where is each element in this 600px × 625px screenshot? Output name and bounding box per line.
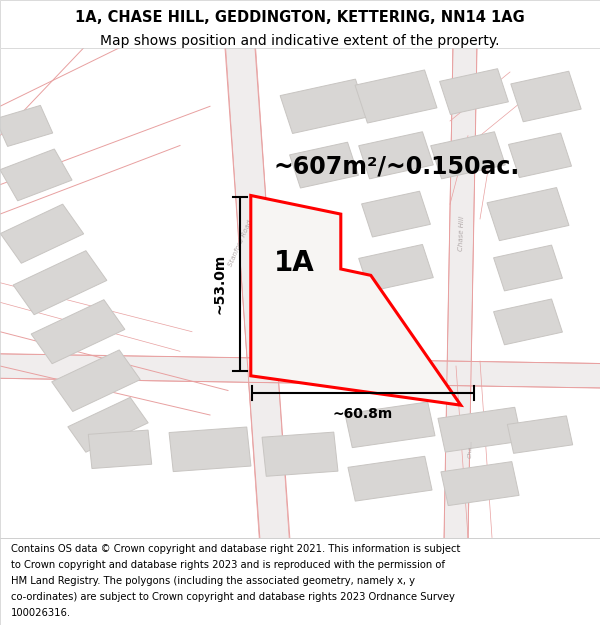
Polygon shape <box>511 71 581 122</box>
Polygon shape <box>88 430 152 469</box>
Polygon shape <box>359 244 433 291</box>
Text: Stanford Road: Stanford Road <box>227 219 253 268</box>
Text: Queen Eleanor R...: Queen Eleanor R... <box>315 367 381 375</box>
Polygon shape <box>280 79 368 134</box>
Text: 1A: 1A <box>274 249 314 277</box>
Polygon shape <box>487 188 569 241</box>
Polygon shape <box>68 398 148 452</box>
Polygon shape <box>225 38 290 548</box>
Text: ~607m²/~0.150ac.: ~607m²/~0.150ac. <box>273 154 519 178</box>
Polygon shape <box>13 251 107 315</box>
Polygon shape <box>508 416 572 453</box>
Polygon shape <box>262 432 338 476</box>
Text: Cha...: Cha... <box>468 440 474 459</box>
Text: Chase Hill: Chase Hill <box>458 216 466 251</box>
Polygon shape <box>290 142 358 188</box>
Polygon shape <box>0 354 600 388</box>
Text: to Crown copyright and database rights 2023 and is reproduced with the permissio: to Crown copyright and database rights 2… <box>11 560 445 570</box>
Polygon shape <box>431 132 505 179</box>
Text: HM Land Registry. The polygons (including the associated geometry, namely x, y: HM Land Registry. The polygons (includin… <box>11 576 415 586</box>
Polygon shape <box>31 300 125 364</box>
Polygon shape <box>1 204 83 263</box>
Polygon shape <box>348 456 432 501</box>
Polygon shape <box>494 245 562 291</box>
Polygon shape <box>359 132 433 179</box>
Polygon shape <box>0 106 53 146</box>
Polygon shape <box>362 191 430 237</box>
Polygon shape <box>345 402 435 448</box>
Text: 1A, CHASE HILL, GEDDINGTON, KETTERING, NN14 1AG: 1A, CHASE HILL, GEDDINGTON, KETTERING, N… <box>75 9 525 24</box>
Text: co-ordinates) are subject to Crown copyright and database rights 2023 Ordnance S: co-ordinates) are subject to Crown copyr… <box>11 592 455 602</box>
Polygon shape <box>169 427 251 472</box>
Polygon shape <box>52 350 140 411</box>
Polygon shape <box>440 69 508 114</box>
Polygon shape <box>508 133 572 178</box>
Polygon shape <box>438 408 522 452</box>
Text: ~60.8m: ~60.8m <box>333 407 393 421</box>
Text: 100026316.: 100026316. <box>11 608 71 618</box>
Text: ~53.0m: ~53.0m <box>213 254 227 314</box>
Text: Contains OS data © Crown copyright and database right 2021. This information is : Contains OS data © Crown copyright and d… <box>11 544 460 554</box>
Polygon shape <box>0 149 72 201</box>
Polygon shape <box>444 38 477 548</box>
Text: Map shows position and indicative extent of the property.: Map shows position and indicative extent… <box>100 34 500 48</box>
Polygon shape <box>494 299 562 345</box>
Polygon shape <box>441 462 519 506</box>
Polygon shape <box>251 196 461 405</box>
Polygon shape <box>355 70 437 123</box>
